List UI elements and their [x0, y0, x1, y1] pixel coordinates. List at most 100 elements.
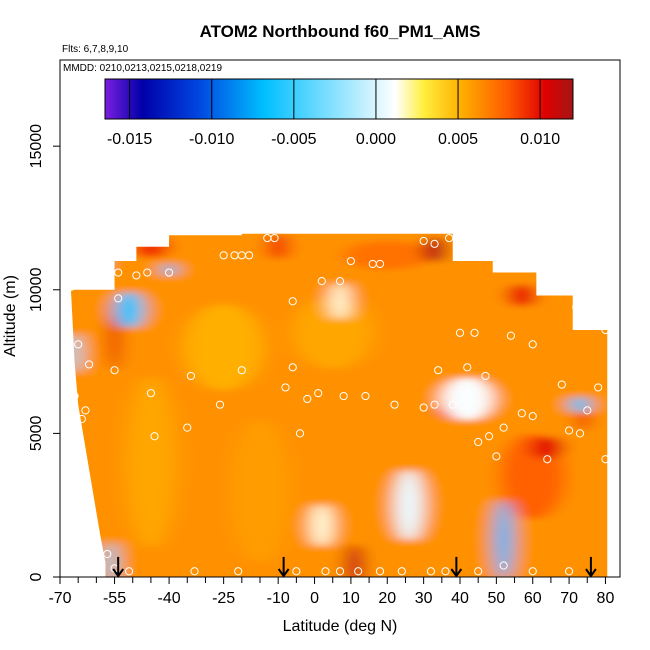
- sample-point: [474, 567, 483, 576]
- dates-note: MMDD: 0210,0213,0215,0218,0219: [63, 63, 222, 74]
- sample-point: [506, 331, 516, 340]
- sample-point: [543, 455, 552, 464]
- field-region: [89, 258, 104, 270]
- sample-point: [539, 285, 548, 294]
- field-region: [507, 284, 537, 308]
- y-axis: 0 5000 10000 15000: [28, 124, 60, 581]
- sample-point: [444, 233, 454, 243]
- y-axis-label: Altitude (m): [2, 275, 19, 357]
- sample-point: [110, 366, 119, 375]
- sample-point: [426, 567, 436, 576]
- x-tick-label: -70: [48, 590, 71, 607]
- sample-point: [335, 567, 345, 576]
- sample-point: [481, 371, 490, 381]
- field-region: [578, 407, 590, 431]
- x-tick-label: 20: [378, 590, 396, 607]
- sample-point: [601, 455, 610, 464]
- sample-point: [575, 429, 585, 438]
- field-region: [441, 377, 493, 421]
- field-region: [292, 296, 373, 369]
- sample-point: [430, 400, 439, 409]
- field-region: [330, 282, 350, 320]
- y-tick-label: 0: [28, 572, 45, 581]
- sample-point: [143, 268, 152, 277]
- sample-point: [303, 394, 312, 404]
- sample-point: [484, 432, 494, 441]
- field-region: [114, 291, 144, 329]
- sample-point: [244, 251, 254, 260]
- sample-point: [448, 400, 457, 409]
- sample-point: [583, 406, 592, 415]
- sample-point: [434, 366, 443, 375]
- x-axis-label: Latitude (deg N): [283, 618, 398, 635]
- sample-point: [164, 268, 174, 277]
- sample-point: [346, 256, 356, 266]
- sample-point: [528, 567, 537, 576]
- sample-point: [74, 340, 83, 349]
- field-region: [267, 233, 290, 260]
- sample-point: [430, 239, 439, 248]
- colorbar-tick-label: 0.005: [438, 131, 478, 148]
- sample-point: [92, 251, 101, 260]
- sample-point: [186, 371, 196, 381]
- sample-point: [103, 231, 112, 240]
- sample-point: [281, 383, 290, 392]
- sample-point: [474, 437, 483, 447]
- x-tick-label: 40: [451, 590, 469, 607]
- sample-point: [219, 251, 228, 260]
- x-tick-label: -25: [212, 590, 235, 607]
- flights-note: Flts: 6,7,8,9,10: [62, 44, 129, 55]
- sample-point: [292, 567, 301, 576]
- sample-point: [314, 389, 323, 398]
- colorbar-tick-label: -0.010: [189, 131, 234, 148]
- sample-point: [499, 423, 508, 432]
- sample-point: [354, 567, 363, 576]
- y-tick-label: 10000: [28, 267, 45, 312]
- x-tick-label: -10: [267, 590, 290, 607]
- colorbar-tick-label: -0.005: [271, 131, 316, 148]
- sample-point: [441, 567, 450, 576]
- field-region: [183, 304, 264, 391]
- field-region: [494, 499, 513, 577]
- sample-point: [455, 328, 465, 337]
- field-base: [70, 233, 608, 577]
- field-region: [230, 419, 290, 563]
- x-tick-label: -40: [158, 590, 181, 607]
- x-tick-label: -55: [103, 590, 126, 607]
- sample-point: [270, 233, 279, 243]
- field-region: [125, 375, 177, 549]
- heatmap-field: [70, 233, 608, 577]
- sample-point: [564, 426, 574, 435]
- sample-point: [84, 360, 94, 369]
- sample-point: [114, 294, 123, 303]
- colorbar: -0.015 -0.010 -0.005 0.000 0.005 0.010: [104, 78, 574, 148]
- field-region: [345, 543, 364, 577]
- field-region: [423, 236, 446, 263]
- field-region: [530, 436, 564, 460]
- sample-point: [335, 277, 345, 286]
- sample-point: [132, 271, 141, 280]
- sample-points: [66, 231, 610, 576]
- colorbar-tick-label: -0.015: [107, 131, 152, 148]
- field-region: [70, 332, 81, 374]
- sample-point: [288, 363, 297, 372]
- field-region: [570, 396, 590, 414]
- x-tick-label: 80: [597, 590, 615, 607]
- sample-point: [339, 391, 348, 401]
- profile-arrowhead: [585, 568, 597, 578]
- sample-point: [295, 429, 305, 438]
- sample-point: [361, 391, 370, 401]
- sample-point: [419, 236, 428, 246]
- colorbar-tick-label: 0.000: [356, 131, 396, 148]
- colorbar-ramp: [104, 78, 574, 120]
- field-region: [394, 469, 424, 542]
- sample-point: [215, 400, 225, 409]
- sample-point: [114, 268, 123, 277]
- sample-point: [528, 412, 537, 421]
- sample-point: [557, 380, 566, 389]
- sample-point: [288, 297, 297, 306]
- profile-arrowhead: [112, 568, 124, 578]
- profile-arrowhead: [277, 568, 290, 578]
- sample-point: [321, 567, 330, 576]
- sample-point: [124, 567, 134, 576]
